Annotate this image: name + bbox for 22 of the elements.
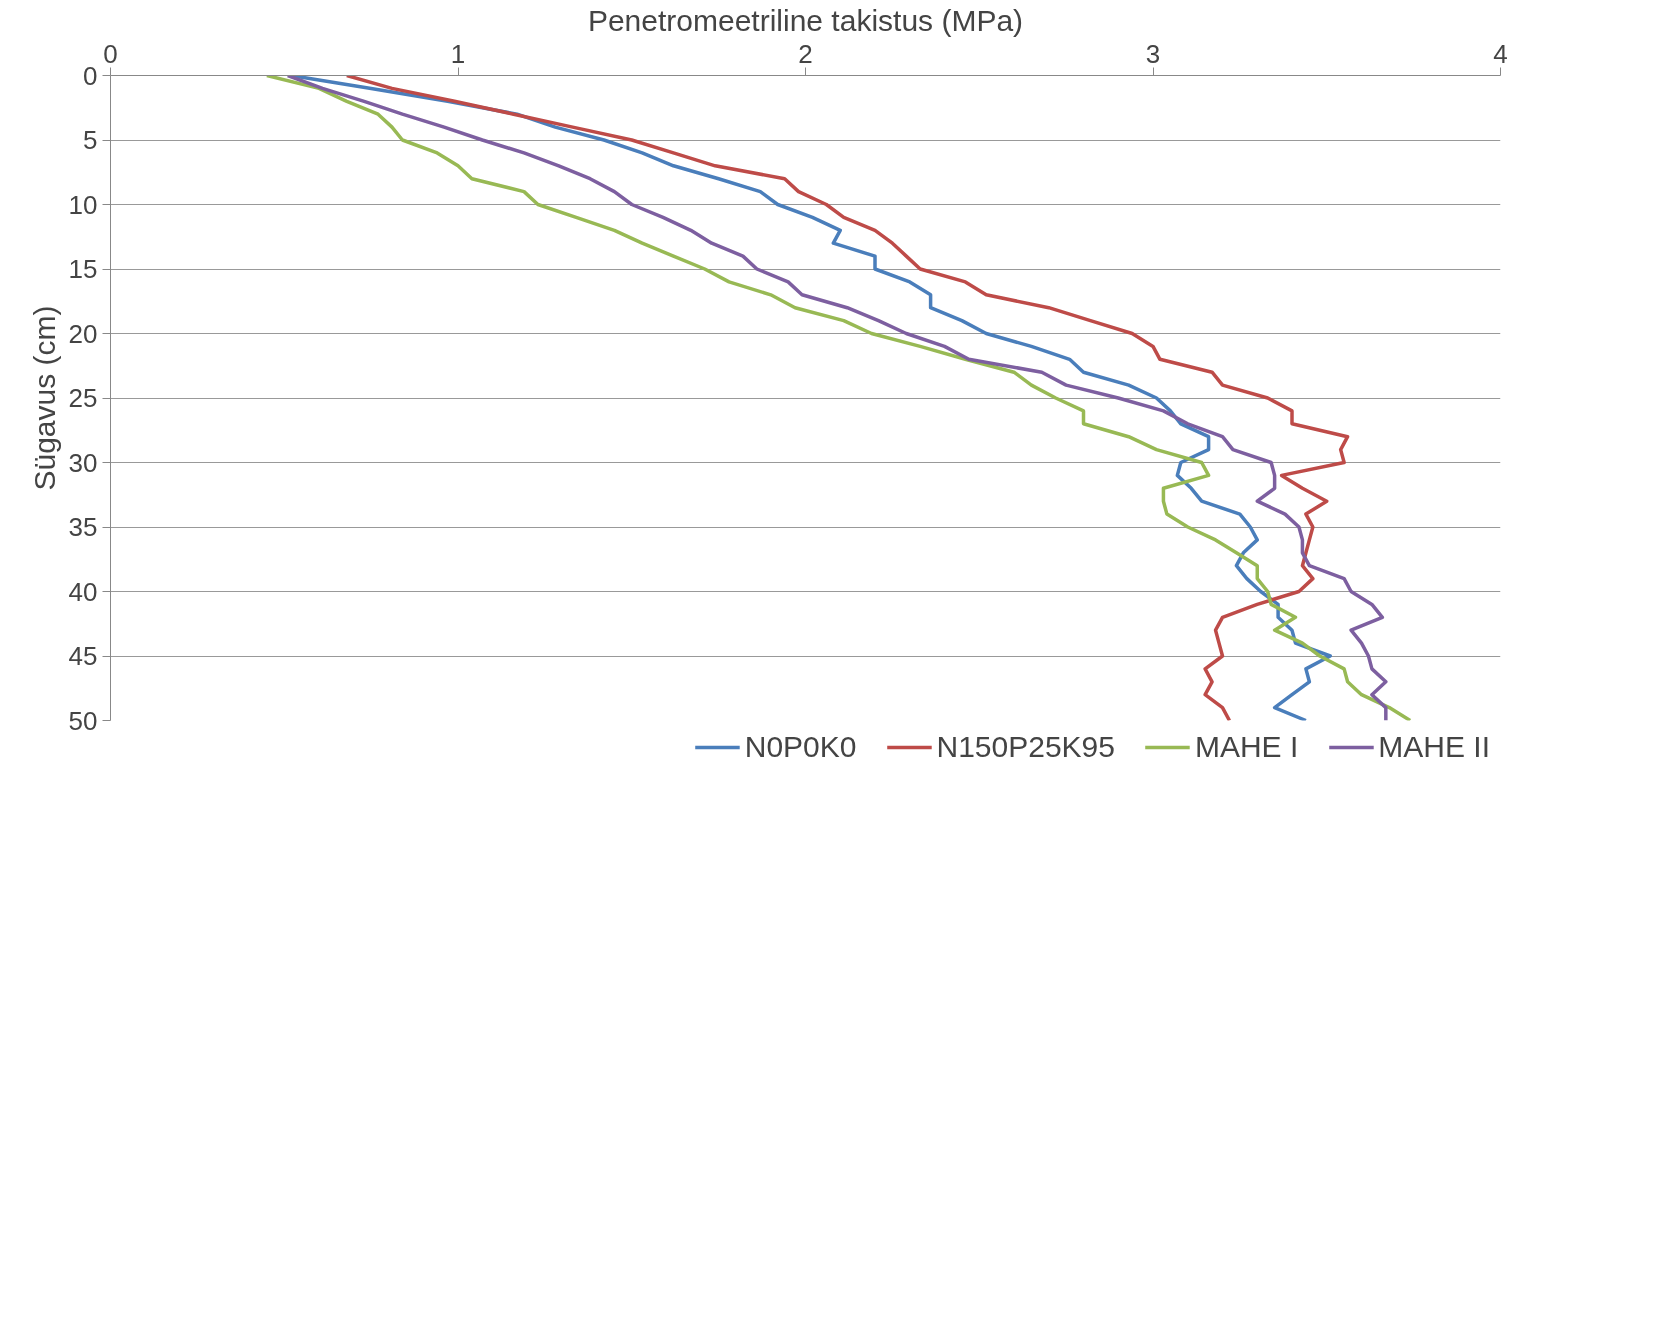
- y-tick-label: 25: [68, 383, 98, 413]
- y-tick-label: 15: [68, 254, 98, 284]
- x-tick-label: 0: [103, 38, 118, 69]
- y-tick-label: 40: [68, 576, 98, 607]
- legend-label: MAHE II: [1378, 730, 1490, 764]
- y-axis-title: Sügavus (cm): [27, 305, 61, 491]
- x-axis-title: Penetromeetriline takistus (MPa): [587, 3, 1024, 37]
- x-tick-label: 1: [450, 38, 466, 69]
- x-tick-label: 3: [1145, 38, 1161, 69]
- legend-label: N0P0K0: [744, 730, 857, 764]
- x-tick-label: 4: [1493, 38, 1508, 69]
- y-tick-label: 10: [68, 189, 98, 220]
- y-tick-label: 0: [83, 60, 98, 91]
- legend-label: N150P25K95: [936, 730, 1115, 764]
- y-tick-label: 5: [83, 125, 98, 155]
- y-tick-label: 35: [68, 512, 98, 542]
- y-tick-label: 50: [68, 705, 98, 736]
- y-tick-label: 30: [68, 447, 98, 478]
- y-tick-label: 45: [68, 641, 98, 671]
- y-tick-label: 20: [68, 318, 98, 349]
- legend-label: MAHE I: [1194, 730, 1299, 764]
- x-tick-label: 2: [798, 38, 813, 69]
